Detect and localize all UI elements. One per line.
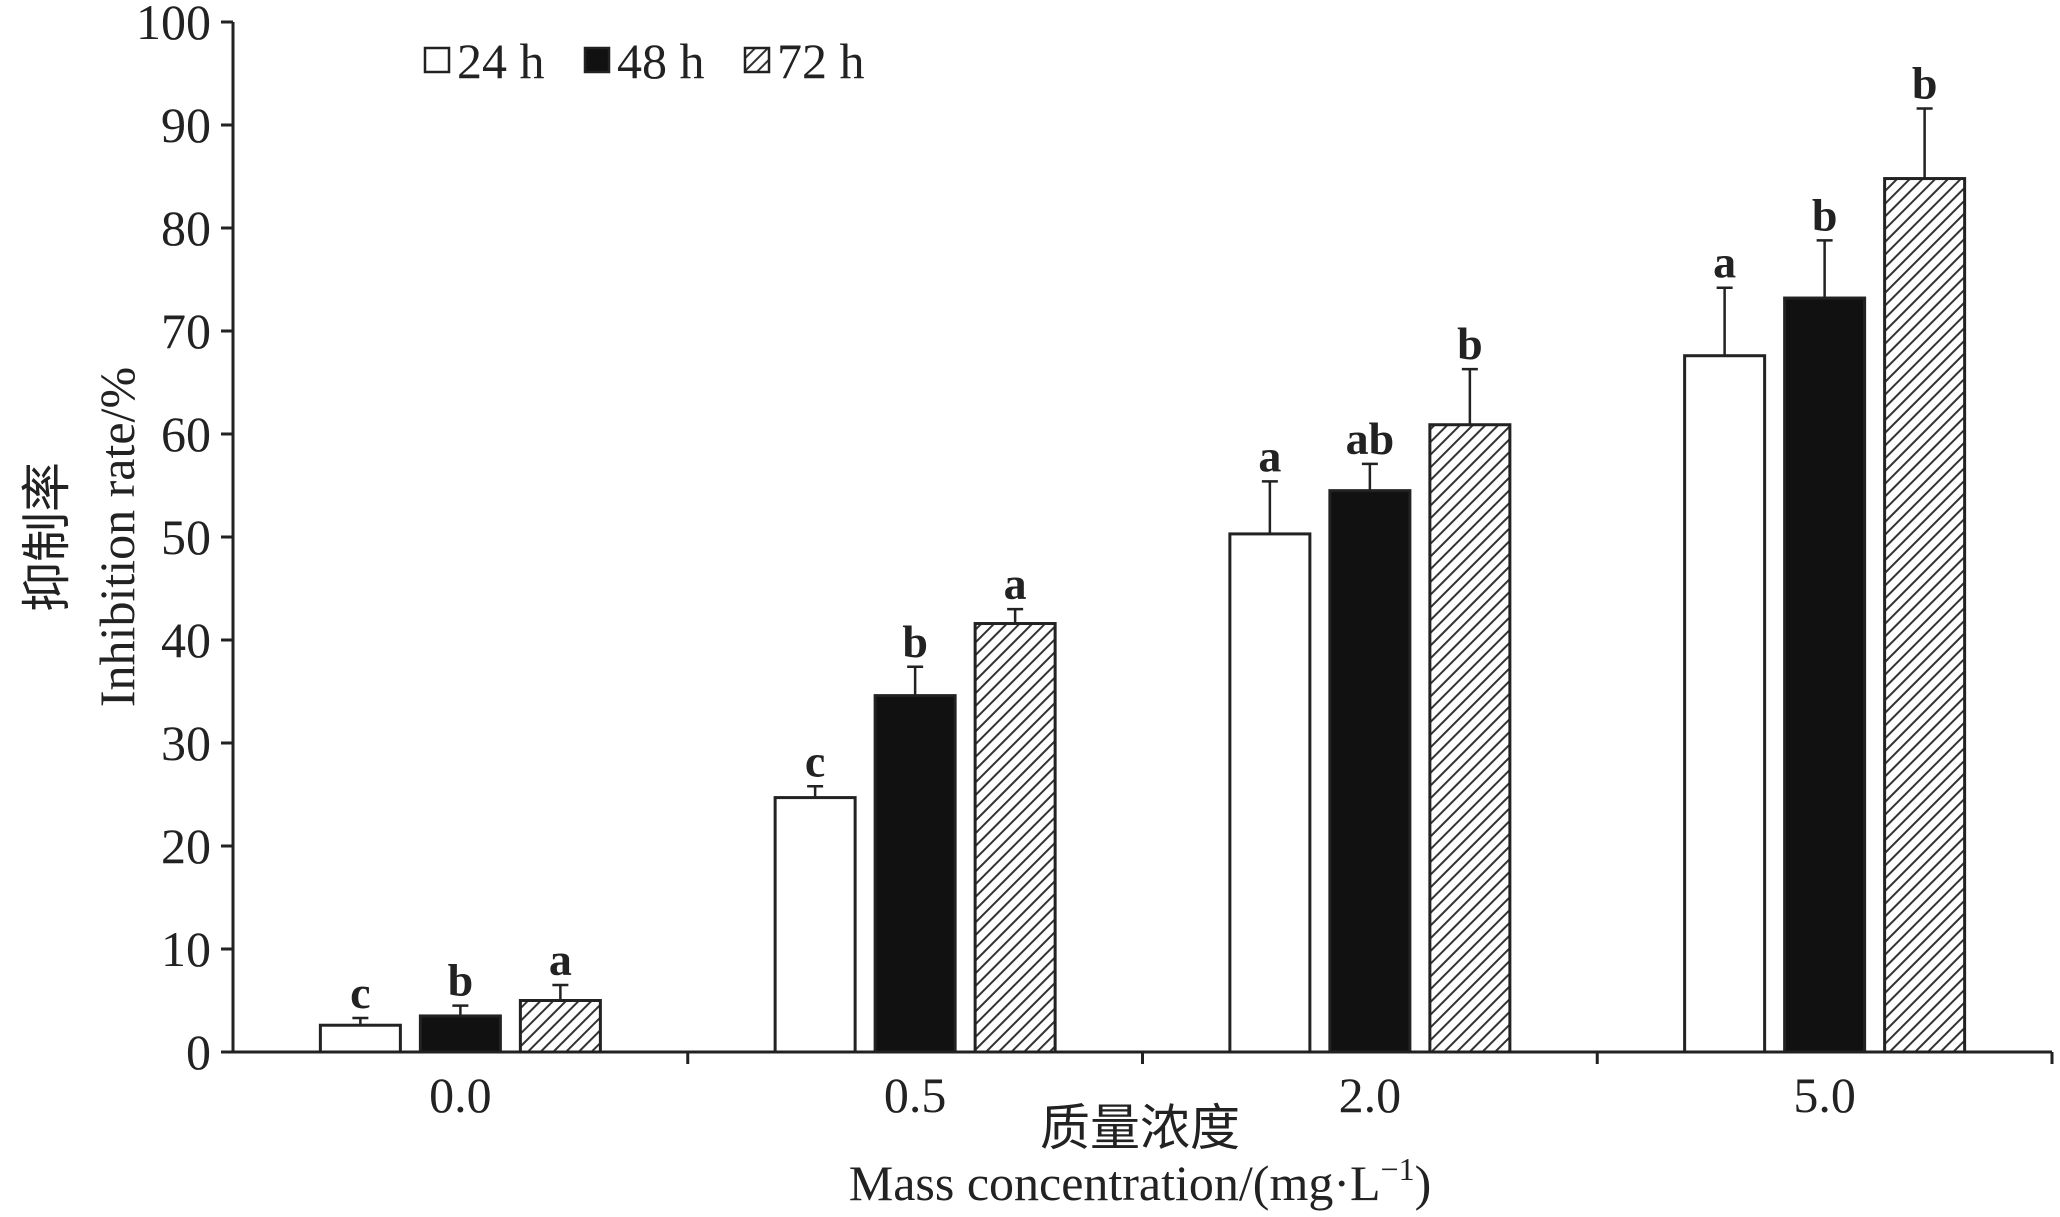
y-tick-label-7: 70 (161, 303, 211, 359)
y-tick-label-4: 40 (161, 612, 211, 668)
legend-swatch-24h (423, 46, 451, 74)
x-axis-title-cn: 质量浓度 (1040, 1100, 1240, 1156)
bar-24h-2 (1228, 532, 1312, 1054)
legend-swatch-48h (583, 46, 611, 74)
y-tick-label-2: 20 (161, 818, 211, 874)
x-axis-title-main: Mass concentration/(mg·L (849, 1155, 1381, 1211)
y-tick-label-6: 60 (161, 406, 211, 462)
y-tick-label-0: 0 (186, 1024, 211, 1080)
x-tick-label-2: 2.0 (1339, 1067, 1402, 1123)
x-tick-label-1: 0.5 (884, 1067, 947, 1123)
bar-48h-1 (873, 694, 957, 1054)
sig-label-48h-1: b (902, 616, 928, 667)
bar-48h-0 (418, 1014, 502, 1054)
sig-label-24h-1: c (805, 735, 825, 786)
y-tick-label-9: 90 (161, 97, 211, 153)
legend-label-24h: 24 h (457, 33, 545, 89)
y-ticks: 0 10 20 30 40 50 60 70 80 90 100 (136, 0, 233, 1080)
legend-label-48h: 48 h (617, 33, 705, 89)
sig-label-72h-0: a (549, 934, 572, 985)
bar-72h-3 (1883, 177, 1967, 1054)
legend-swatch-72h (743, 46, 771, 74)
sig-label-24h-2: a (1258, 430, 1281, 481)
sig-label-24h-3: a (1713, 237, 1736, 288)
sig-label-24h-0: c (350, 967, 370, 1018)
y-axis-title: 抑制率 Inhibition rate/% (19, 367, 145, 707)
bar-72h-1 (973, 622, 1057, 1054)
x-tick-label-3: 5.0 (1793, 1067, 1856, 1123)
bar-24h-0 (318, 1023, 402, 1054)
x-axis-title-en: Mass concentration/(mg·L−1) (849, 1151, 1432, 1211)
y-tick-label-3: 30 (161, 715, 211, 771)
x-ticks: 0.0 0.5 2.0 5.0 (429, 1052, 2054, 1123)
sig-label-48h-0: b (448, 955, 474, 1006)
x-axis-title-sup: −1 (1381, 1151, 1415, 1187)
x-tick-label-0: 0.0 (429, 1067, 492, 1123)
legend-label-72h: 72 h (777, 33, 865, 89)
sig-label-72h-3: b (1912, 58, 1938, 109)
x-axis-title-close: ) (1415, 1155, 1432, 1211)
y-tick-label-8: 80 (161, 200, 211, 256)
sig-label-72h-2: b (1457, 318, 1483, 369)
bar-72h-2 (1428, 423, 1512, 1054)
bar-48h-2 (1328, 489, 1412, 1054)
bar-24h-1 (773, 796, 857, 1054)
y-tick-label-5: 50 (161, 509, 211, 565)
axes (231, 22, 2052, 1054)
sig-label-72h-1: a (1004, 558, 1027, 609)
bar-48h-3 (1783, 296, 1867, 1054)
sig-label-48h-2: ab (1346, 413, 1395, 464)
y-axis-title-cn: 抑制率 (19, 462, 75, 612)
y-tick-label-10: 100 (136, 0, 211, 50)
y-axis-title-en: Inhibition rate/% (89, 367, 145, 707)
y-tick-label-1: 10 (161, 921, 211, 977)
bar-24h-3 (1683, 354, 1767, 1054)
legend: 24 h 48 h 72 h (423, 33, 865, 89)
bar-72h-0 (518, 999, 602, 1054)
sig-label-48h-3: b (1812, 189, 1838, 240)
